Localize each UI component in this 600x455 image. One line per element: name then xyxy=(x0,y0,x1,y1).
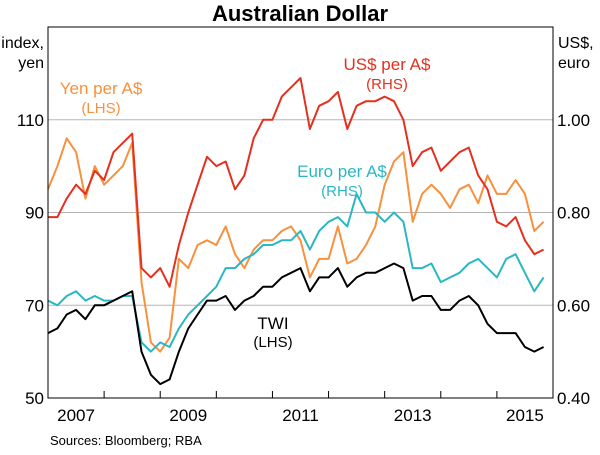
twi-series-axis-note: (LHS) xyxy=(253,334,292,351)
chart-title: Australian Dollar xyxy=(212,1,388,26)
left-tick-label: 70 xyxy=(25,296,44,315)
right-tick-label: 0.80 xyxy=(557,204,590,223)
series-line-twi xyxy=(47,262,545,386)
yen-series-axis-note: (LHS) xyxy=(81,100,120,117)
right-axis-label-line1: US$, xyxy=(558,35,594,52)
right-tick-label: 0.40 xyxy=(557,389,590,408)
usd-series-axis-note: (RHS) xyxy=(366,76,408,93)
x-tick-label: 2007 xyxy=(57,406,95,425)
left-axis-label-line1: index, xyxy=(1,35,44,52)
twi-series-label: TWI xyxy=(257,314,288,333)
source-note: Sources: Bloomberg; RBA xyxy=(50,433,202,448)
usd-series-label: US$ per A$ xyxy=(344,55,431,74)
right-tick-label: 0.60 xyxy=(557,296,590,315)
x-tick-label: 2009 xyxy=(169,406,207,425)
left-tick-label: 50 xyxy=(25,389,44,408)
x-tick-label: 2015 xyxy=(506,406,544,425)
yen-series-label: Yen per A$ xyxy=(60,79,143,98)
left-axis-label-line2: yen xyxy=(18,55,44,72)
left-tick-label: 110 xyxy=(17,111,44,130)
euro-series-axis-note: (RHS) xyxy=(321,183,363,200)
left-tick-label: 90 xyxy=(25,204,44,223)
right-tick-label: 1.00 xyxy=(557,111,590,130)
series-line-euro-per-a xyxy=(47,193,545,353)
right-axis-label-line2: euro xyxy=(558,55,590,72)
plot-frame xyxy=(47,26,554,399)
x-tick-label: 2011 xyxy=(282,406,319,425)
euro-series-label: Euro per A$ xyxy=(297,162,387,181)
series-line-us-per-a xyxy=(48,77,545,288)
x-tick-label: 2013 xyxy=(394,406,432,425)
series-line-yen-per-a xyxy=(47,137,545,353)
